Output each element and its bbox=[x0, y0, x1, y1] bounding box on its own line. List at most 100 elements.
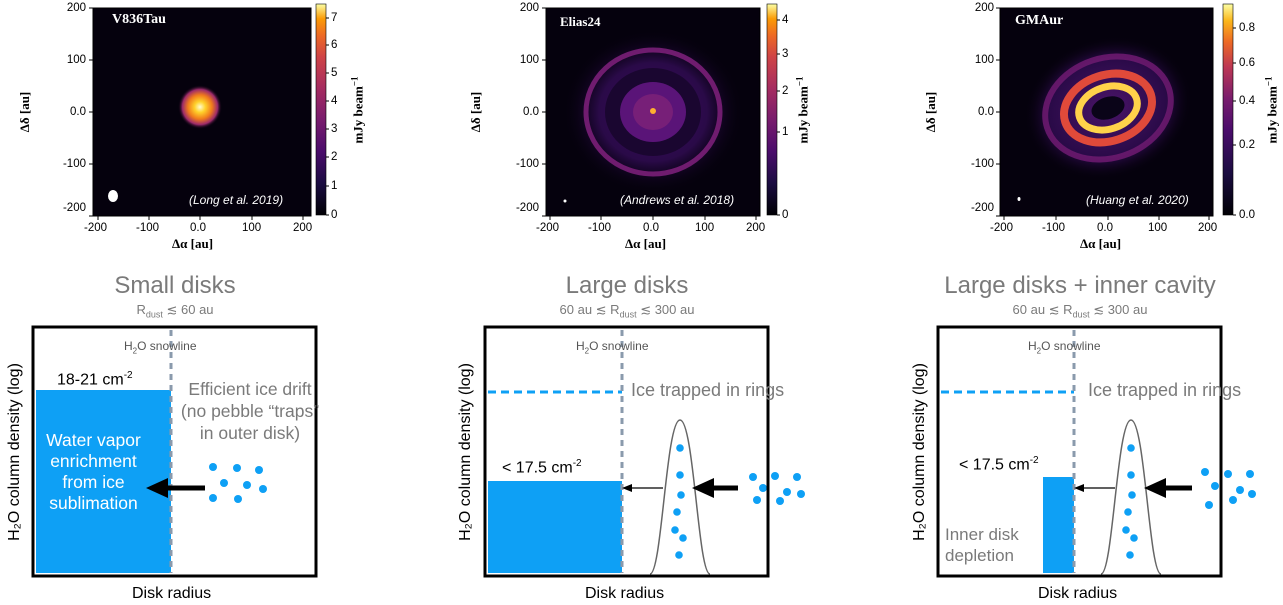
x-axis-label: Δα [au] bbox=[172, 236, 214, 251]
image-tick-marks bbox=[89, 7, 1236, 220]
panel-title: Large disks + inner cavity bbox=[944, 272, 1216, 299]
inner-ring bbox=[1075, 82, 1141, 134]
y-tick: 0.0 bbox=[978, 106, 994, 118]
panel-title: Small disks bbox=[114, 272, 236, 299]
y-tick: -200 bbox=[62, 202, 86, 214]
colorbar-label: mJy beam−1 bbox=[1263, 76, 1280, 143]
outer-ring bbox=[583, 47, 723, 177]
cbar-tick: 3 bbox=[782, 48, 789, 60]
beam-ellipse bbox=[108, 190, 118, 202]
citation: (Long et al. 2019) bbox=[189, 193, 284, 207]
snowline-label: H2O snowline bbox=[124, 339, 197, 355]
colorbar bbox=[766, 3, 778, 216]
cbar-tick: 5 bbox=[331, 67, 338, 79]
snowline-text: H bbox=[124, 339, 133, 353]
snowline-tail: O snowline bbox=[589, 339, 649, 353]
x-tick: 100 bbox=[242, 222, 262, 234]
cbar-tick: 3 bbox=[331, 123, 338, 135]
snowline-label: H2O snowline bbox=[576, 339, 649, 355]
cbar-tick: 0.4 bbox=[1239, 95, 1255, 107]
density-label: 18-21 cm-2 bbox=[57, 370, 133, 389]
schematic-frame bbox=[483, 325, 770, 578]
colorbar-label: mJy beam−1 bbox=[349, 76, 366, 143]
panel-2-schematic bbox=[483, 325, 805, 578]
y-tick: -200 bbox=[970, 202, 994, 214]
cbar-tick: 0 bbox=[782, 209, 789, 221]
pebbles bbox=[749, 472, 805, 505]
annotation-line: in outer disk) bbox=[199, 423, 301, 443]
cbar-tick: 0.8 bbox=[1239, 22, 1255, 34]
cbar-tick: 0.6 bbox=[1239, 57, 1255, 69]
x-tick: 0.0 bbox=[190, 222, 206, 234]
panel-3-schematic bbox=[936, 325, 1256, 578]
panel-subtitle: Rdust ≲ 60 au bbox=[75, 302, 275, 320]
y-axis-label: Δδ [au] bbox=[923, 91, 938, 133]
x-axis-label: Δα [au] bbox=[625, 236, 667, 251]
snowline-sub: 2 bbox=[132, 346, 138, 356]
density-exp: -2 bbox=[1029, 455, 1039, 466]
density-text: < 17.5 cm bbox=[959, 456, 1030, 474]
subtitle-sub: dust bbox=[619, 309, 637, 320]
outer-ring bbox=[1060, 69, 1156, 147]
ring-pebbles bbox=[671, 444, 687, 559]
density-exp: -2 bbox=[123, 370, 133, 381]
snowline-text: H bbox=[1028, 339, 1037, 353]
drift-arrow bbox=[692, 478, 714, 498]
drift-arrow bbox=[1144, 478, 1166, 498]
ring-pebbles bbox=[1122, 444, 1138, 559]
vapor-line: from ice bbox=[62, 472, 125, 492]
cbar-tick: 2 bbox=[782, 85, 789, 97]
beam-ellipse bbox=[1017, 197, 1021, 201]
y-tick: -200 bbox=[515, 202, 539, 214]
schematic-y-label: H₂O column density (log) bbox=[457, 363, 474, 541]
schematic-frame bbox=[936, 325, 1223, 578]
x-tick: 0.0 bbox=[1097, 222, 1113, 234]
panel-1-image bbox=[92, 3, 327, 217]
beam-ellipse bbox=[563, 199, 567, 203]
panel-1-schematic bbox=[31, 325, 318, 578]
vapor-block bbox=[1043, 477, 1074, 573]
density-label: < 17.5 cm-2 bbox=[959, 455, 1039, 474]
subtitle-tail: ≲ 60 au bbox=[162, 302, 214, 317]
density-exp: -2 bbox=[572, 458, 582, 469]
x-tick: 200 bbox=[746, 222, 766, 234]
x-tick: -100 bbox=[136, 222, 160, 234]
annotation-line: Efficient ice drift bbox=[188, 379, 312, 399]
y-tick: 200 bbox=[974, 2, 994, 14]
x-axis-label: Δα [au] bbox=[1080, 236, 1122, 251]
x-tick: -200 bbox=[84, 222, 108, 234]
colorbar-exponent: −1 bbox=[794, 76, 805, 87]
y-tick: -100 bbox=[62, 158, 86, 170]
citation: (Andrews et al. 2018) bbox=[620, 193, 735, 207]
pebbles bbox=[209, 463, 267, 503]
density-text: < 17.5 cm bbox=[502, 459, 573, 477]
subtitle-tail: ≲ 300 au bbox=[636, 302, 695, 317]
x-tick: 100 bbox=[695, 222, 715, 234]
x-tick: -100 bbox=[588, 222, 612, 234]
panel-3-image bbox=[999, 3, 1234, 217]
y-axis-label: Δδ [au] bbox=[17, 91, 32, 133]
vapor-block bbox=[488, 481, 622, 573]
cbar-tick: 0.0 bbox=[1239, 209, 1255, 221]
colorbar-label: mJy beam−1 bbox=[794, 76, 811, 143]
cavity bbox=[1091, 96, 1125, 120]
cbar-tick: 1 bbox=[331, 180, 338, 192]
x-tick: -200 bbox=[990, 222, 1014, 234]
x-tick-labels: -200 -100 0.0 100 200 bbox=[530, 222, 780, 236]
vapor-text: Water vapor enrichment from ice sublimat… bbox=[36, 430, 151, 514]
subtitle-tail: ≲ 300 au bbox=[1089, 302, 1148, 317]
snowline-sub: 2 bbox=[584, 346, 590, 356]
schematic-y-label: H₂O column density (log) bbox=[911, 363, 928, 541]
x-tick: 100 bbox=[1148, 222, 1168, 234]
depletion-line: depletion bbox=[945, 546, 1015, 565]
schematic-frame bbox=[31, 325, 318, 578]
y-tick: 0.0 bbox=[70, 106, 86, 118]
colorbar-exponent: −1 bbox=[1263, 76, 1274, 87]
vapor-line: sublimation bbox=[49, 493, 138, 513]
citation: (Huang et al. 2020) bbox=[1086, 193, 1189, 207]
schematic-x-label: Disk radius bbox=[132, 585, 212, 602]
panel-title: Large disks bbox=[565, 272, 689, 299]
ring-profile bbox=[1100, 419, 1162, 575]
vapor-line: enrichment bbox=[50, 451, 137, 471]
drift-annotation: Efficient ice drift (no pebble “traps” i… bbox=[180, 378, 320, 444]
